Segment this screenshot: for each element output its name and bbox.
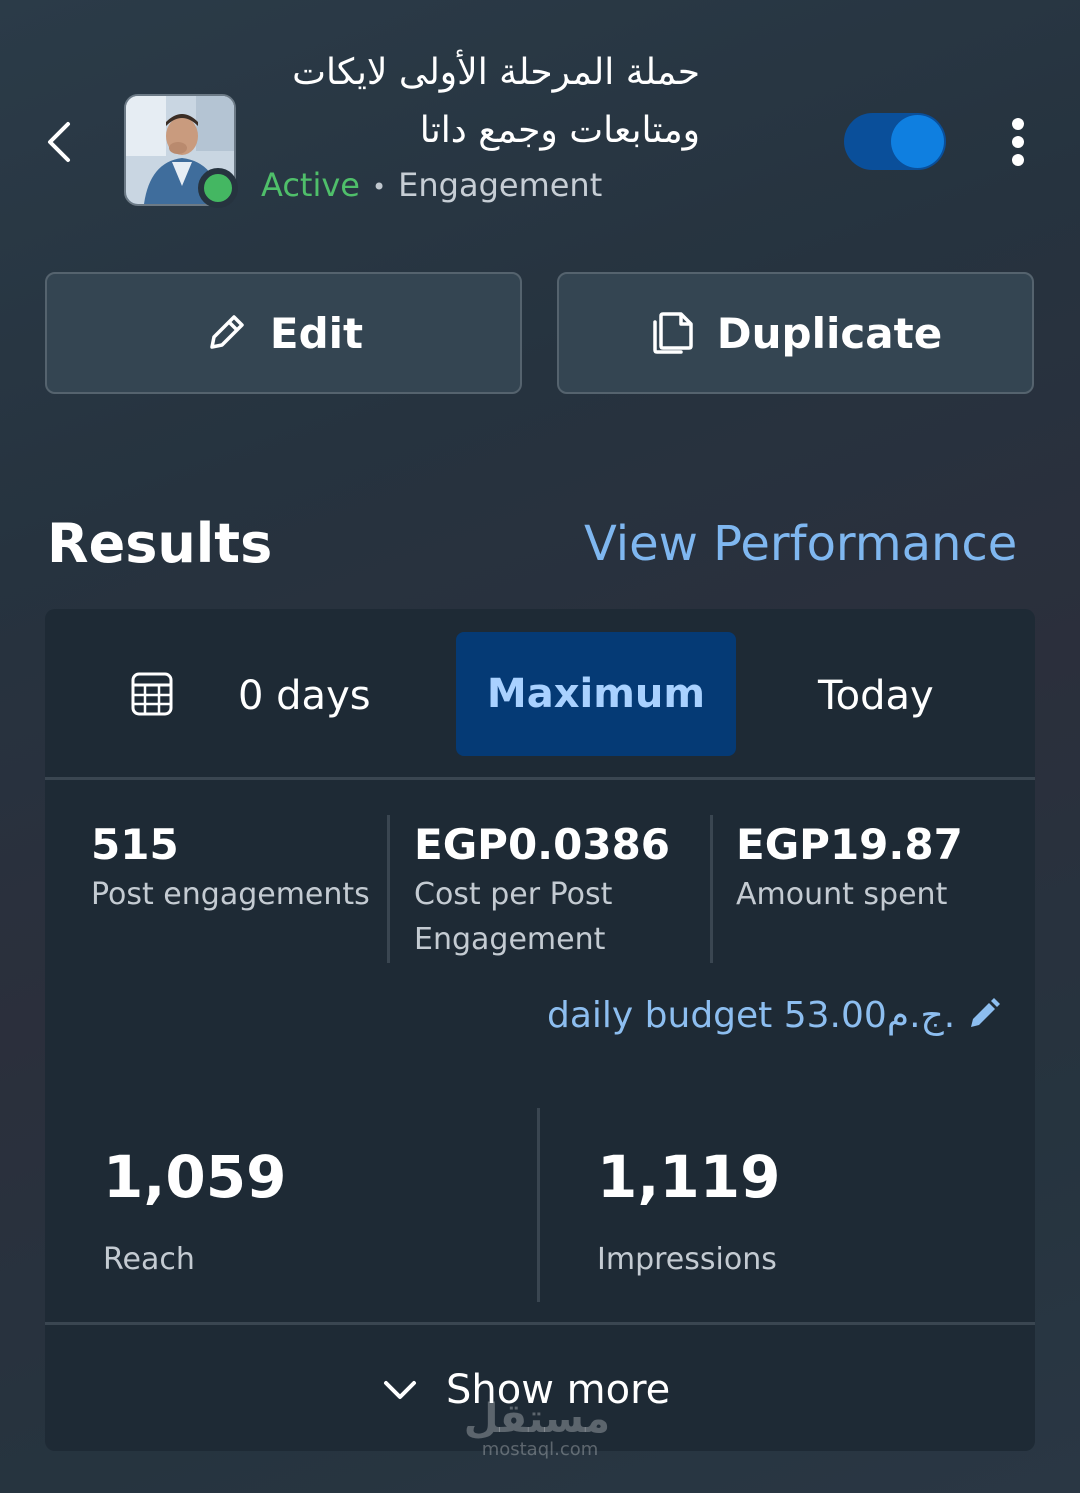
status-text: Active bbox=[261, 166, 360, 204]
campaign-title: حملة المرحلة الأولى لايكات ومتابعات وجمع… bbox=[292, 52, 700, 151]
summary-reach: 1,059 Reach bbox=[103, 1142, 286, 1280]
summary-value: 1,119 bbox=[597, 1143, 781, 1211]
metric-label: Amount spent bbox=[736, 877, 948, 912]
metric-label: Post engagements bbox=[91, 877, 370, 912]
duplicate-label: Duplicate bbox=[716, 308, 943, 358]
summary-divider bbox=[537, 1108, 540, 1302]
metric-value: 515 bbox=[91, 820, 179, 869]
vertical-dots-icon bbox=[1004, 118, 1032, 166]
watermark-arabic: مستقل bbox=[463, 1396, 610, 1442]
show-more-button[interactable]: Show more bbox=[380, 1362, 670, 1418]
chevron-left-icon bbox=[48, 122, 70, 162]
duplicate-icon bbox=[653, 312, 693, 354]
summary-label: Reach bbox=[103, 1242, 195, 1277]
view-performance-link[interactable]: View Performance bbox=[584, 516, 1018, 572]
calendar-icon bbox=[131, 672, 173, 716]
date-picker-button[interactable] bbox=[130, 671, 174, 717]
range-days-option[interactable]: 0 days bbox=[238, 673, 371, 719]
summary-value: 1,059 bbox=[103, 1143, 287, 1211]
pencil-icon bbox=[210, 315, 244, 349]
more-options-button[interactable] bbox=[1004, 118, 1032, 168]
results-heading: Results bbox=[47, 512, 273, 575]
subtitle-separator: • bbox=[371, 173, 387, 201]
card-divider bbox=[45, 777, 1035, 780]
status-indicator bbox=[198, 168, 238, 208]
edit-button[interactable]: Edit bbox=[45, 272, 522, 394]
summary-label: Impressions bbox=[597, 1242, 777, 1277]
daily-budget-link[interactable]: daily budget 53.00ج.م. bbox=[547, 992, 1001, 1040]
metric-post-engagements: 515 Post engagements bbox=[91, 818, 370, 917]
metric-cost-per-engagement: EGP0.0386 Cost per Post Engagement bbox=[414, 818, 704, 962]
back-button[interactable] bbox=[40, 112, 80, 172]
metric-divider bbox=[387, 815, 390, 963]
person-photo-icon bbox=[126, 96, 234, 204]
card-divider bbox=[45, 1322, 1035, 1325]
watermark-domain: mostaql.com bbox=[481, 1439, 599, 1460]
edit-label: Edit bbox=[269, 308, 364, 358]
metric-value: EGP19.87 bbox=[736, 820, 963, 869]
objective-text: Engagement bbox=[398, 166, 603, 204]
metric-amount-spent: EGP19.87 Amount spent bbox=[736, 818, 963, 917]
show-more-label: Show more bbox=[446, 1367, 671, 1413]
campaign-toggle[interactable] bbox=[844, 113, 946, 170]
campaign-thumbnail[interactable] bbox=[124, 94, 236, 206]
summary-impressions: 1,119 Impressions bbox=[597, 1142, 780, 1280]
campaign-subtitle: Active • Engagement bbox=[261, 164, 602, 208]
chevron-down-icon bbox=[384, 1381, 416, 1399]
daily-budget-text: daily budget 53.00ج.م. bbox=[547, 995, 956, 1036]
pencil-fill-icon bbox=[970, 998, 1000, 1027]
range-maximum-option[interactable]: Maximum bbox=[456, 632, 736, 756]
metric-divider bbox=[710, 815, 713, 963]
toggle-knob bbox=[891, 115, 944, 168]
metric-label: Cost per Post Engagement bbox=[414, 877, 613, 957]
duplicate-button[interactable]: Duplicate bbox=[557, 272, 1034, 394]
watermark: مستقل mostaql.com bbox=[463, 1396, 610, 1460]
metric-value: EGP0.0386 bbox=[414, 820, 671, 869]
range-today-option[interactable]: Today bbox=[818, 673, 934, 719]
